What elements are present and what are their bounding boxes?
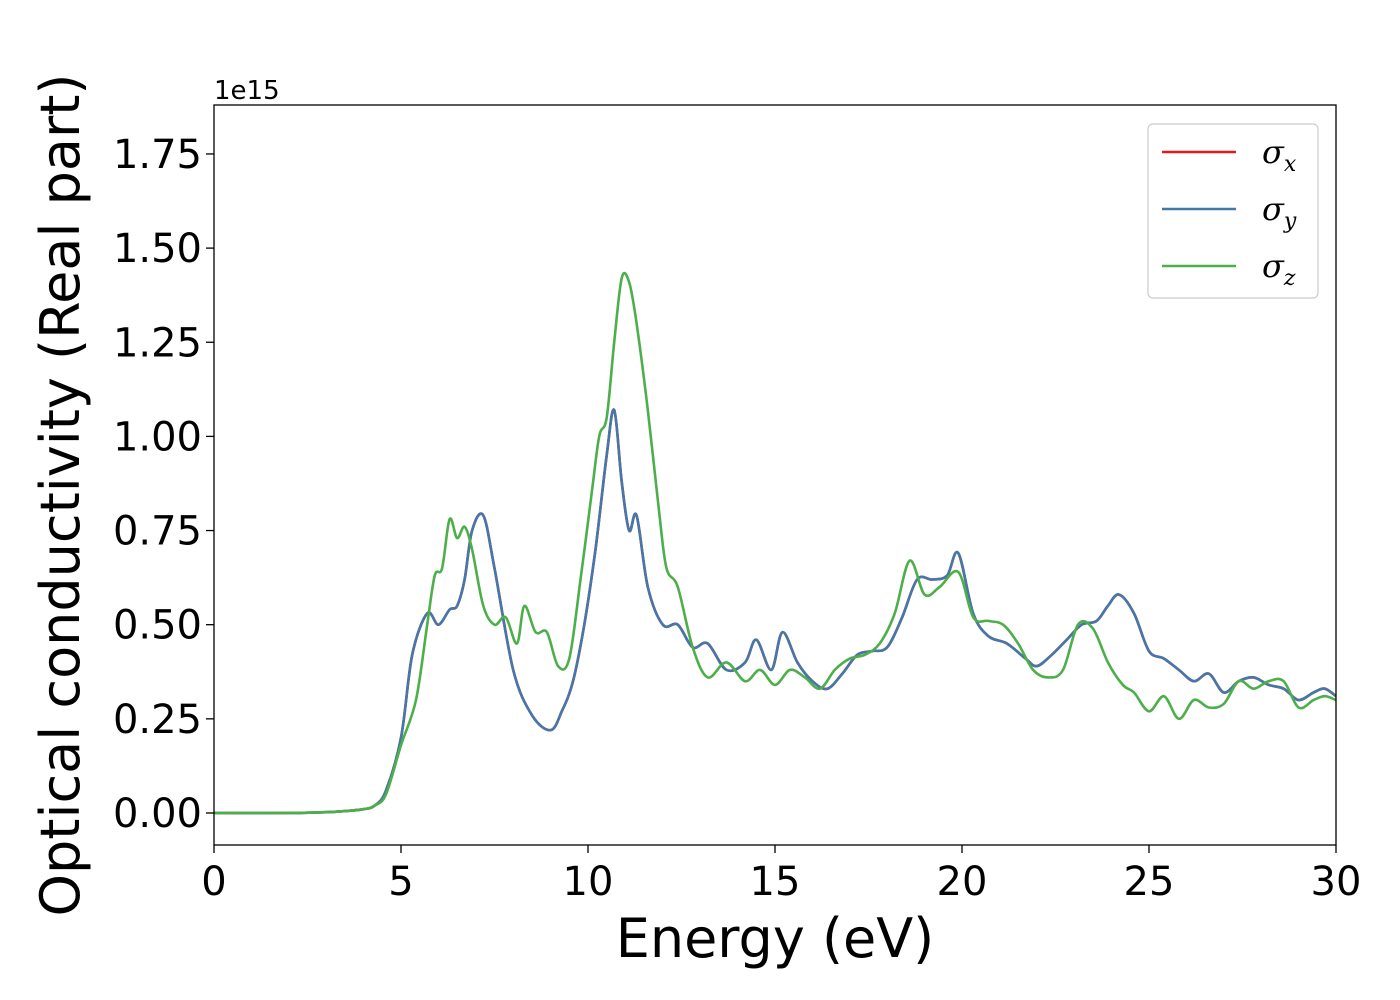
y-axis-label: Optical conductivity (Real part)	[29, 74, 92, 917]
legend-item-x: σx	[1162, 133, 1297, 177]
x-tick-label: 15	[750, 859, 801, 905]
legend-box	[1147, 123, 1319, 299]
x-tick-label: 5	[388, 859, 413, 905]
series-line-z	[214, 271, 1336, 815]
y-tick-label: 1.25	[113, 320, 202, 366]
ticks-layer: 0 5 10 15 20 25 30 0.00 0.25 0.50 0.75 1.00 1.25 1.50…	[113, 132, 1362, 905]
series-layer	[214, 271, 1336, 815]
y-offset-label: 1e15	[214, 76, 280, 106]
y-tick-label: 1.00	[113, 414, 202, 460]
y-tick-label: 0.75	[113, 509, 202, 555]
x-tick-label: 0	[201, 859, 226, 905]
y-tick-label: 0.25	[113, 697, 202, 743]
y-tick-label: 1.50	[113, 226, 202, 272]
x-tick-label: 20	[937, 859, 988, 905]
y-tick-label: 1.75	[113, 132, 202, 178]
series-line-y	[214, 408, 1336, 815]
legend-label: σx	[1262, 133, 1297, 177]
x-tick-label: 30	[1311, 859, 1362, 905]
series-line-x	[214, 408, 1336, 815]
x-tick-label: 10	[563, 859, 614, 905]
x-tick-label: 25	[1124, 859, 1175, 905]
y-tick-label: 0.00	[113, 791, 202, 837]
x-axis-label: Energy (eV)	[616, 907, 935, 970]
y-tick-label: 0.50	[113, 603, 202, 649]
